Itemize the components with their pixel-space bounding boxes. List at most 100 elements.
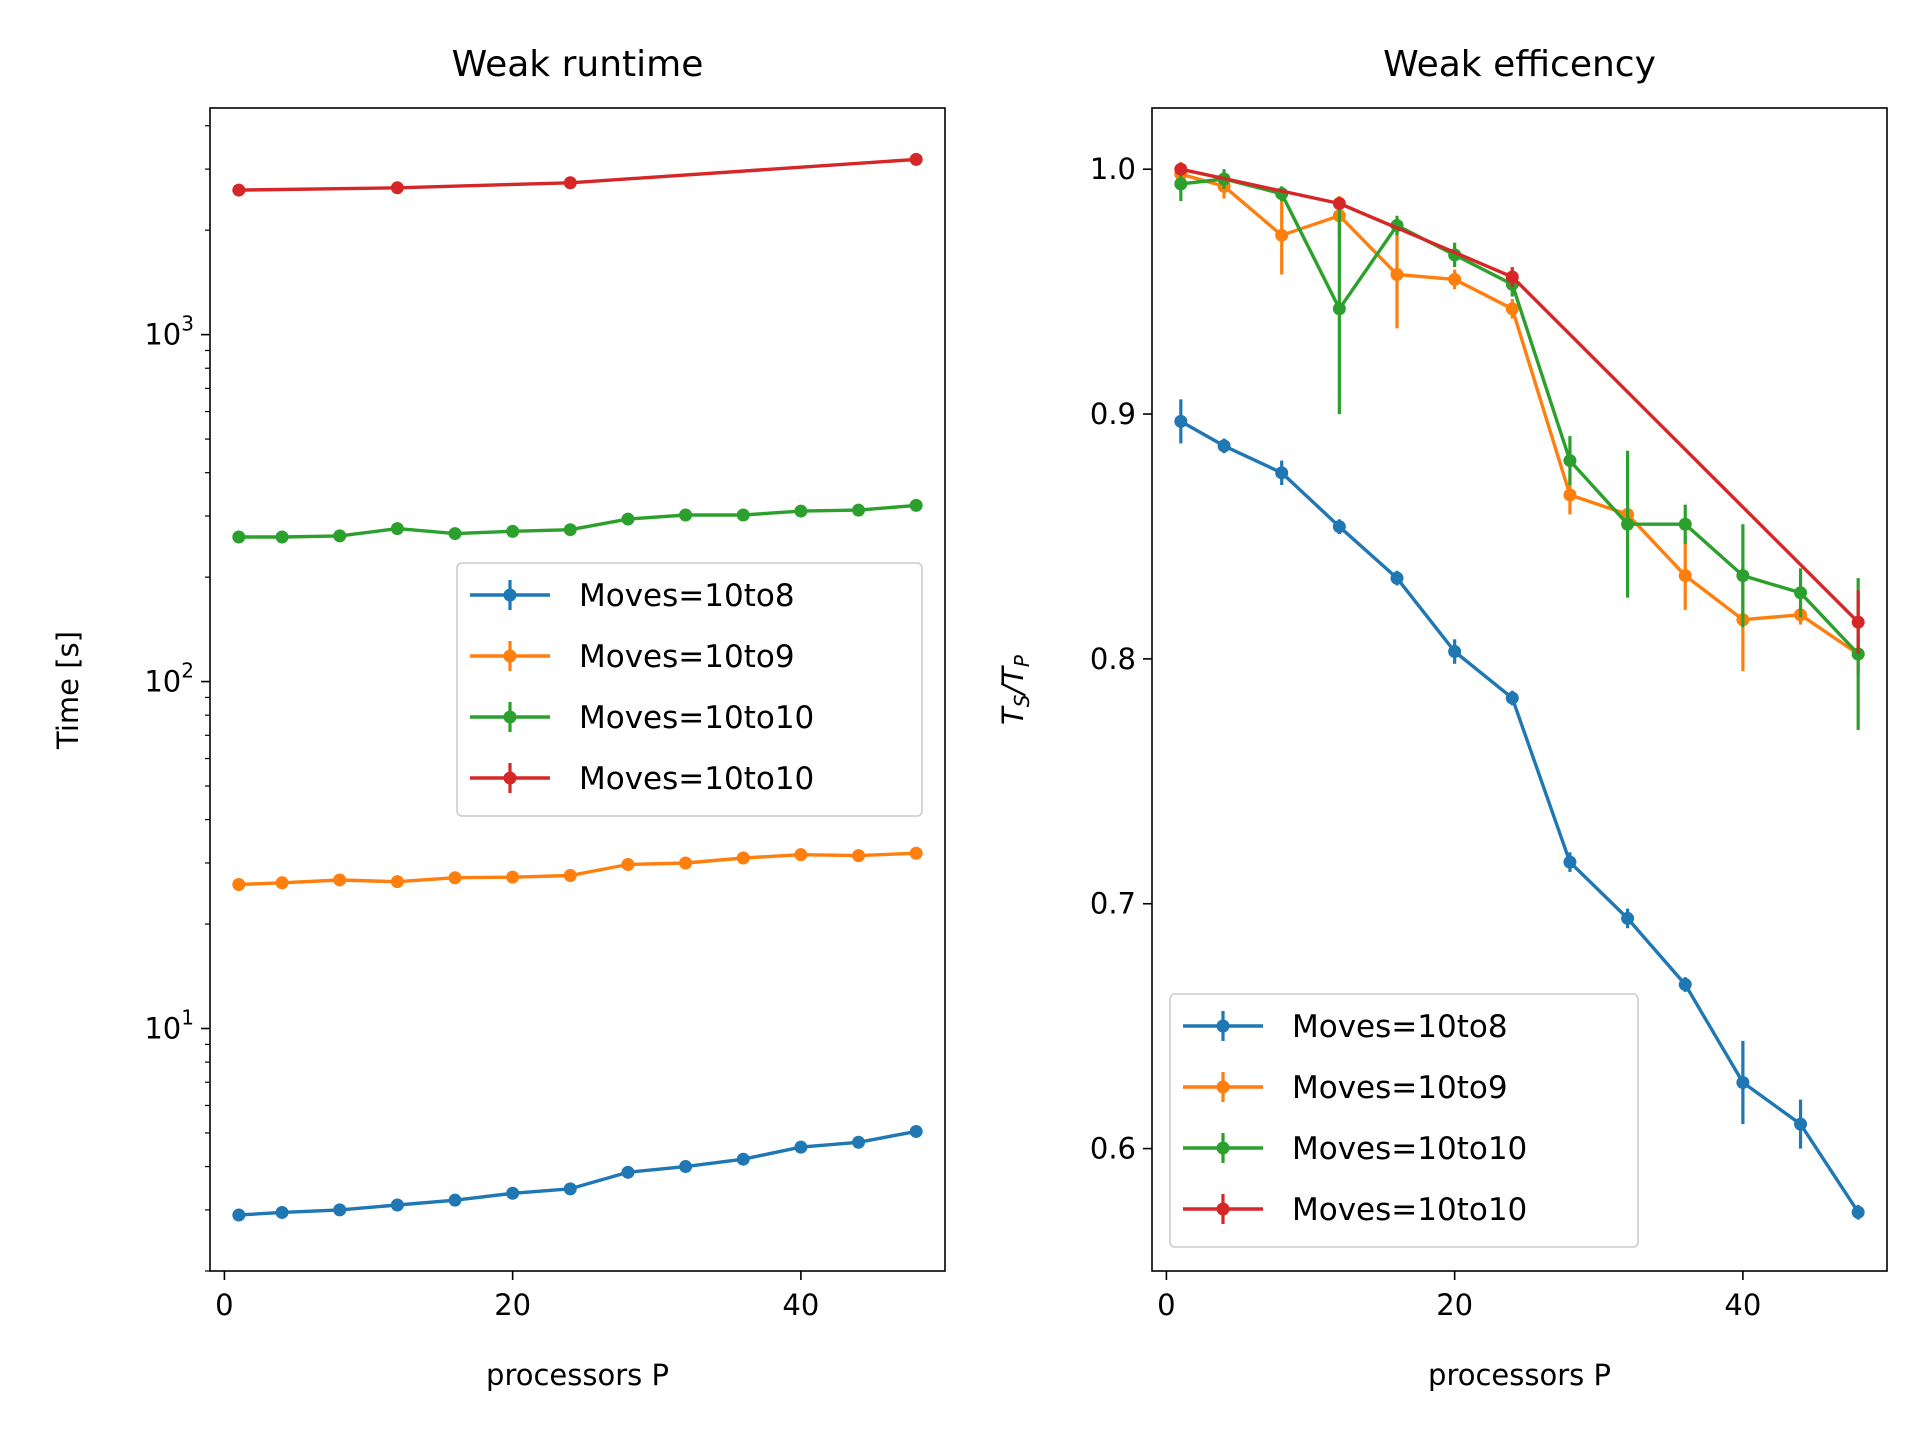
runtime-data-point bbox=[679, 1160, 693, 1174]
runtime-data-point bbox=[621, 857, 635, 871]
runtime-title: Weak runtime bbox=[452, 44, 704, 85]
efficiency-x-tick-label: 0 bbox=[1157, 1288, 1175, 1322]
efficiency-data-point bbox=[1621, 517, 1635, 531]
runtime-legend-label: Moves=10to10 bbox=[579, 700, 814, 736]
efficiency-panel: 0 20 40 0.6 0.7 0.8 0.9 1.0 Weak efficency proc… bbox=[996, 44, 1888, 1392]
efficiency-x-tick-label: 20 bbox=[1436, 1288, 1473, 1322]
efficiency-title: Weak efficency bbox=[1383, 44, 1656, 85]
runtime-data-point bbox=[232, 878, 246, 892]
runtime-legend-swatch-marker bbox=[503, 588, 517, 602]
runtime-legend-label: Moves=10to9 bbox=[579, 639, 795, 675]
efficiency-data-point bbox=[1390, 267, 1404, 281]
efficiency-y-tick-label: 0.8 bbox=[1090, 642, 1136, 676]
runtime-plot-area bbox=[232, 152, 923, 1222]
runtime-series-line bbox=[238, 157, 917, 192]
runtime-data-point bbox=[333, 873, 347, 887]
runtime-data-point bbox=[736, 1152, 750, 1166]
efficiency-data-point bbox=[1563, 855, 1577, 869]
runtime-axis-ticks: 0 20 40 101 102 103 bbox=[144, 125, 819, 1322]
efficiency-legend-label: Moves=10to10 bbox=[1292, 1192, 1527, 1228]
efficiency-legend-swatch-marker bbox=[1216, 1080, 1230, 1094]
runtime-legend: Moves=10to8 Moves=10to9 Moves=10to10 Moves=… bbox=[456, 562, 923, 817]
efficiency-y-axis-label: TS/TP bbox=[996, 654, 1034, 725]
runtime-data-point bbox=[448, 871, 462, 885]
efficiency-data-point bbox=[1332, 520, 1346, 534]
runtime-y-axis-label: Time [s] bbox=[51, 631, 85, 750]
efficiency-x-axis-label: processors P bbox=[1428, 1358, 1611, 1392]
efficiency-data-point bbox=[1505, 270, 1519, 284]
efficiency-series-line bbox=[1180, 167, 1860, 624]
runtime-data-point bbox=[232, 530, 246, 544]
runtime-data-point bbox=[390, 181, 404, 195]
runtime-data-point bbox=[506, 870, 520, 884]
runtime-data-point bbox=[794, 504, 808, 518]
efficiency-legend-swatch-marker bbox=[1216, 1202, 1230, 1216]
efficiency-data-point bbox=[1275, 228, 1289, 242]
runtime-data-point bbox=[333, 1203, 347, 1217]
efficiency-data-point bbox=[1174, 414, 1188, 428]
efficiency-data-point bbox=[1736, 569, 1750, 583]
efficiency-data-point bbox=[1390, 571, 1404, 585]
runtime-data-point bbox=[736, 851, 750, 865]
runtime-data-point bbox=[909, 152, 923, 166]
efficiency-data-point bbox=[1505, 302, 1519, 316]
runtime-data-point bbox=[909, 498, 923, 512]
efficiency-data-point bbox=[1794, 1117, 1808, 1131]
runtime-axes-frame bbox=[209, 107, 946, 1272]
runtime-data-point bbox=[448, 527, 462, 541]
runtime-x-axis-label: processors P bbox=[486, 1358, 669, 1392]
efficiency-y-tick-label: 0.7 bbox=[1090, 887, 1136, 921]
runtime-data-point bbox=[679, 508, 693, 522]
efficiency-data-point bbox=[1678, 569, 1692, 583]
efficiency-axis-ticks: 0 20 40 0.6 0.7 0.8 0.9 1.0 bbox=[1090, 152, 1761, 1322]
runtime-series-line bbox=[238, 1129, 917, 1217]
efficiency-data-point bbox=[1678, 517, 1692, 531]
runtime-data-point bbox=[909, 846, 923, 860]
efficiency-data-point bbox=[1217, 439, 1231, 453]
runtime-legend-swatch-marker bbox=[503, 649, 517, 663]
runtime-data-point bbox=[563, 1182, 577, 1196]
efficiency-data-point bbox=[1448, 272, 1462, 286]
runtime-data-point bbox=[390, 875, 404, 889]
runtime-data-point bbox=[679, 856, 693, 870]
efficiency-data-point bbox=[1275, 466, 1289, 480]
runtime-legend-swatch-marker bbox=[503, 771, 517, 785]
efficiency-y-tick-label: 1.0 bbox=[1090, 152, 1136, 186]
runtime-data-point bbox=[232, 1208, 246, 1222]
runtime-y-tick-label: 102 bbox=[144, 659, 194, 699]
runtime-data-point bbox=[563, 176, 577, 190]
runtime-data-point bbox=[621, 1165, 635, 1179]
efficiency-legend-swatch-marker bbox=[1216, 1141, 1230, 1155]
efficiency-data-point bbox=[1174, 162, 1188, 176]
efficiency-data-point bbox=[1174, 177, 1188, 191]
efficiency-legend-label: Moves=10to10 bbox=[1292, 1131, 1527, 1167]
runtime-data-point bbox=[506, 524, 520, 538]
efficiency-data-point bbox=[1678, 978, 1692, 992]
runtime-data-point bbox=[563, 523, 577, 537]
efficiency-data-point bbox=[1621, 911, 1635, 925]
runtime-data-point bbox=[390, 522, 404, 536]
efficiency-legend: Moves=10to8 Moves=10to9 Moves=10to10 Moves=… bbox=[1169, 993, 1639, 1248]
efficiency-data-point bbox=[1794, 586, 1808, 600]
efficiency-data-point bbox=[1851, 615, 1865, 629]
efficiency-legend-label: Moves=10to8 bbox=[1292, 1009, 1508, 1045]
efficiency-data-point bbox=[1448, 645, 1462, 659]
runtime-legend-label: Moves=10to10 bbox=[579, 761, 814, 797]
runtime-data-point bbox=[621, 512, 635, 526]
runtime-data-point bbox=[506, 1186, 520, 1200]
runtime-data-point bbox=[448, 1193, 462, 1207]
runtime-data-point bbox=[275, 876, 289, 890]
runtime-data-point bbox=[563, 869, 577, 883]
runtime-y-tick-label: 101 bbox=[144, 1006, 194, 1046]
runtime-data-point bbox=[232, 183, 246, 197]
efficiency-y-tick-label: 0.6 bbox=[1090, 1132, 1136, 1166]
runtime-data-point bbox=[852, 503, 866, 517]
efficiency-data-point bbox=[1332, 302, 1346, 316]
runtime-panel: 0 20 40 101 102 103 Weak runtime processors P… bbox=[51, 44, 946, 1392]
runtime-data-point bbox=[333, 529, 347, 543]
runtime-legend-swatch-marker bbox=[503, 710, 517, 724]
runtime-x-tick-label: 0 bbox=[215, 1288, 233, 1322]
efficiency-axes-frame bbox=[1151, 107, 1888, 1272]
runtime-data-point bbox=[794, 848, 808, 862]
efficiency-legend-box bbox=[1169, 993, 1639, 1248]
